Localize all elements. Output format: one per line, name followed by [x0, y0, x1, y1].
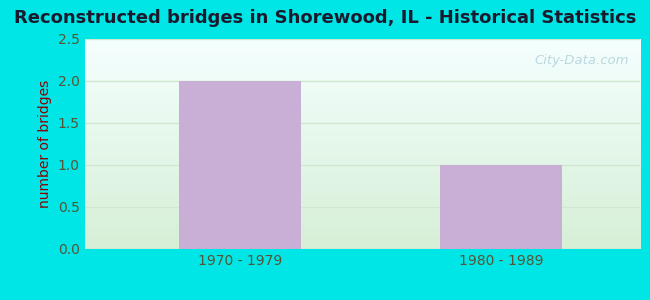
Text: Reconstructed bridges in Shorewood, IL - Historical Statistics: Reconstructed bridges in Shorewood, IL -… [14, 9, 636, 27]
Y-axis label: number of bridges: number of bridges [38, 80, 52, 208]
Text: City-Data.com: City-Data.com [535, 54, 629, 67]
Bar [440, 165, 562, 249]
Bar [179, 81, 301, 249]
